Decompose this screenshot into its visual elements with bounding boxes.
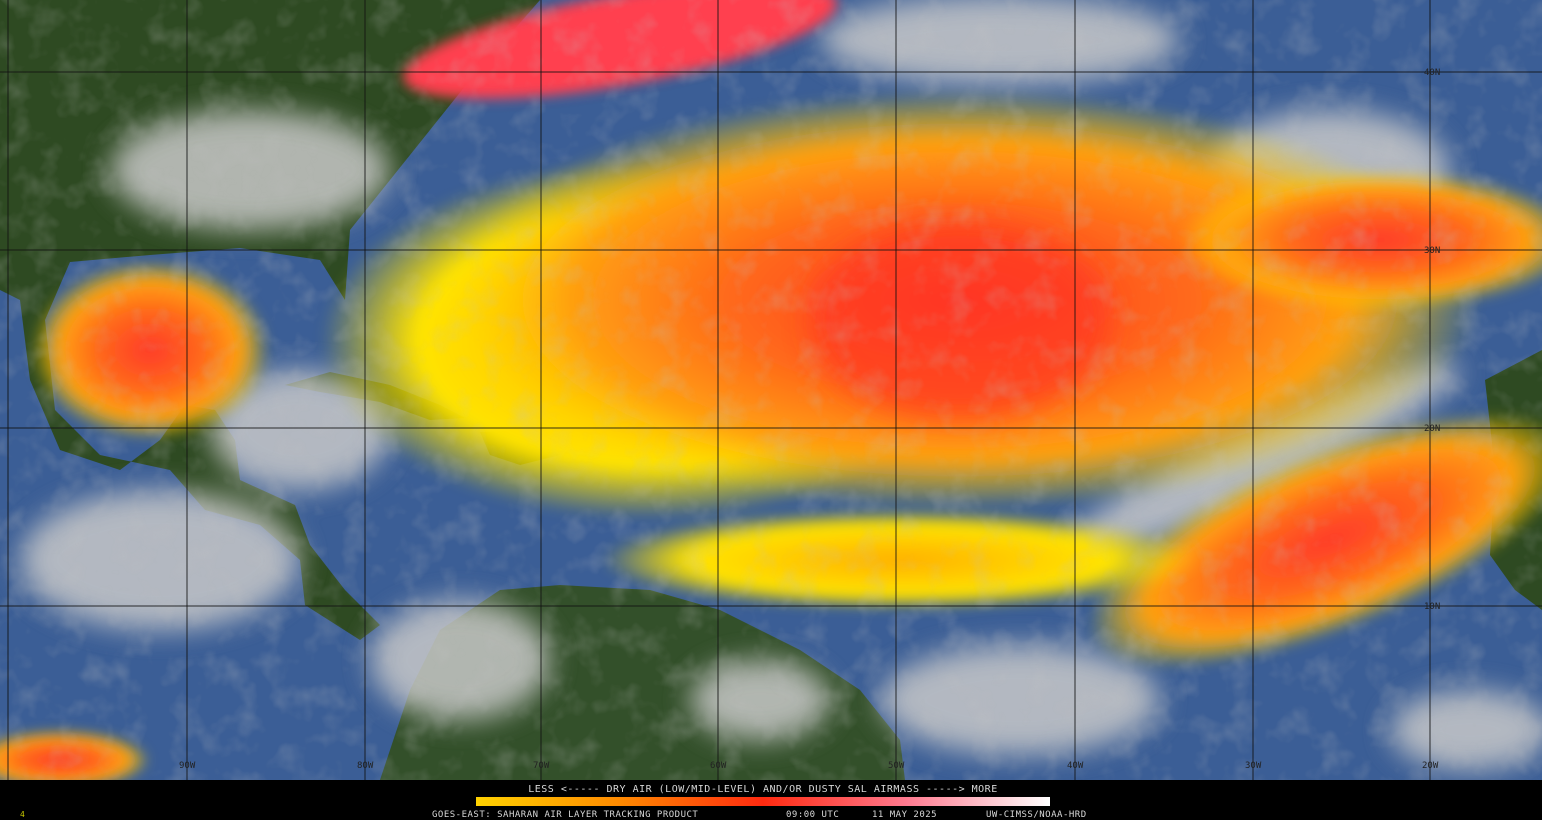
lon-label: 30W: [1245, 761, 1262, 771]
map-image: [0, 0, 1542, 790]
footer-date: 11 MAY 2025: [872, 810, 937, 820]
lat-label: 20N: [1424, 424, 1440, 434]
footer-product: GOES-EAST: SAHARAN AIR LAYER TRACKING PR…: [432, 810, 698, 820]
lon-label: 90W: [179, 761, 196, 771]
graticule: [0, 0, 1542, 780]
color-bar: [476, 797, 1050, 806]
lon-label: 40W: [1067, 761, 1084, 771]
corner-label: 4: [20, 810, 25, 819]
footer-time: 09:00 UTC: [786, 810, 839, 820]
footer-credit: UW-CIMSS/NOAA-HRD: [986, 810, 1087, 820]
lat-label: 10N: [1424, 602, 1440, 612]
lon-label: 60W: [710, 761, 727, 771]
lon-label: 20W: [1422, 761, 1439, 771]
lon-label: 50W: [888, 761, 905, 771]
lat-label: 40N: [1424, 68, 1440, 78]
lon-label: 80W: [357, 761, 374, 771]
lon-label: 70W: [533, 761, 550, 771]
legend-text: LESS <----- DRY AIR (LOW/MID-LEVEL) AND/…: [528, 784, 997, 795]
texture: [0, 0, 1542, 780]
lat-label: 30N: [1424, 246, 1440, 256]
